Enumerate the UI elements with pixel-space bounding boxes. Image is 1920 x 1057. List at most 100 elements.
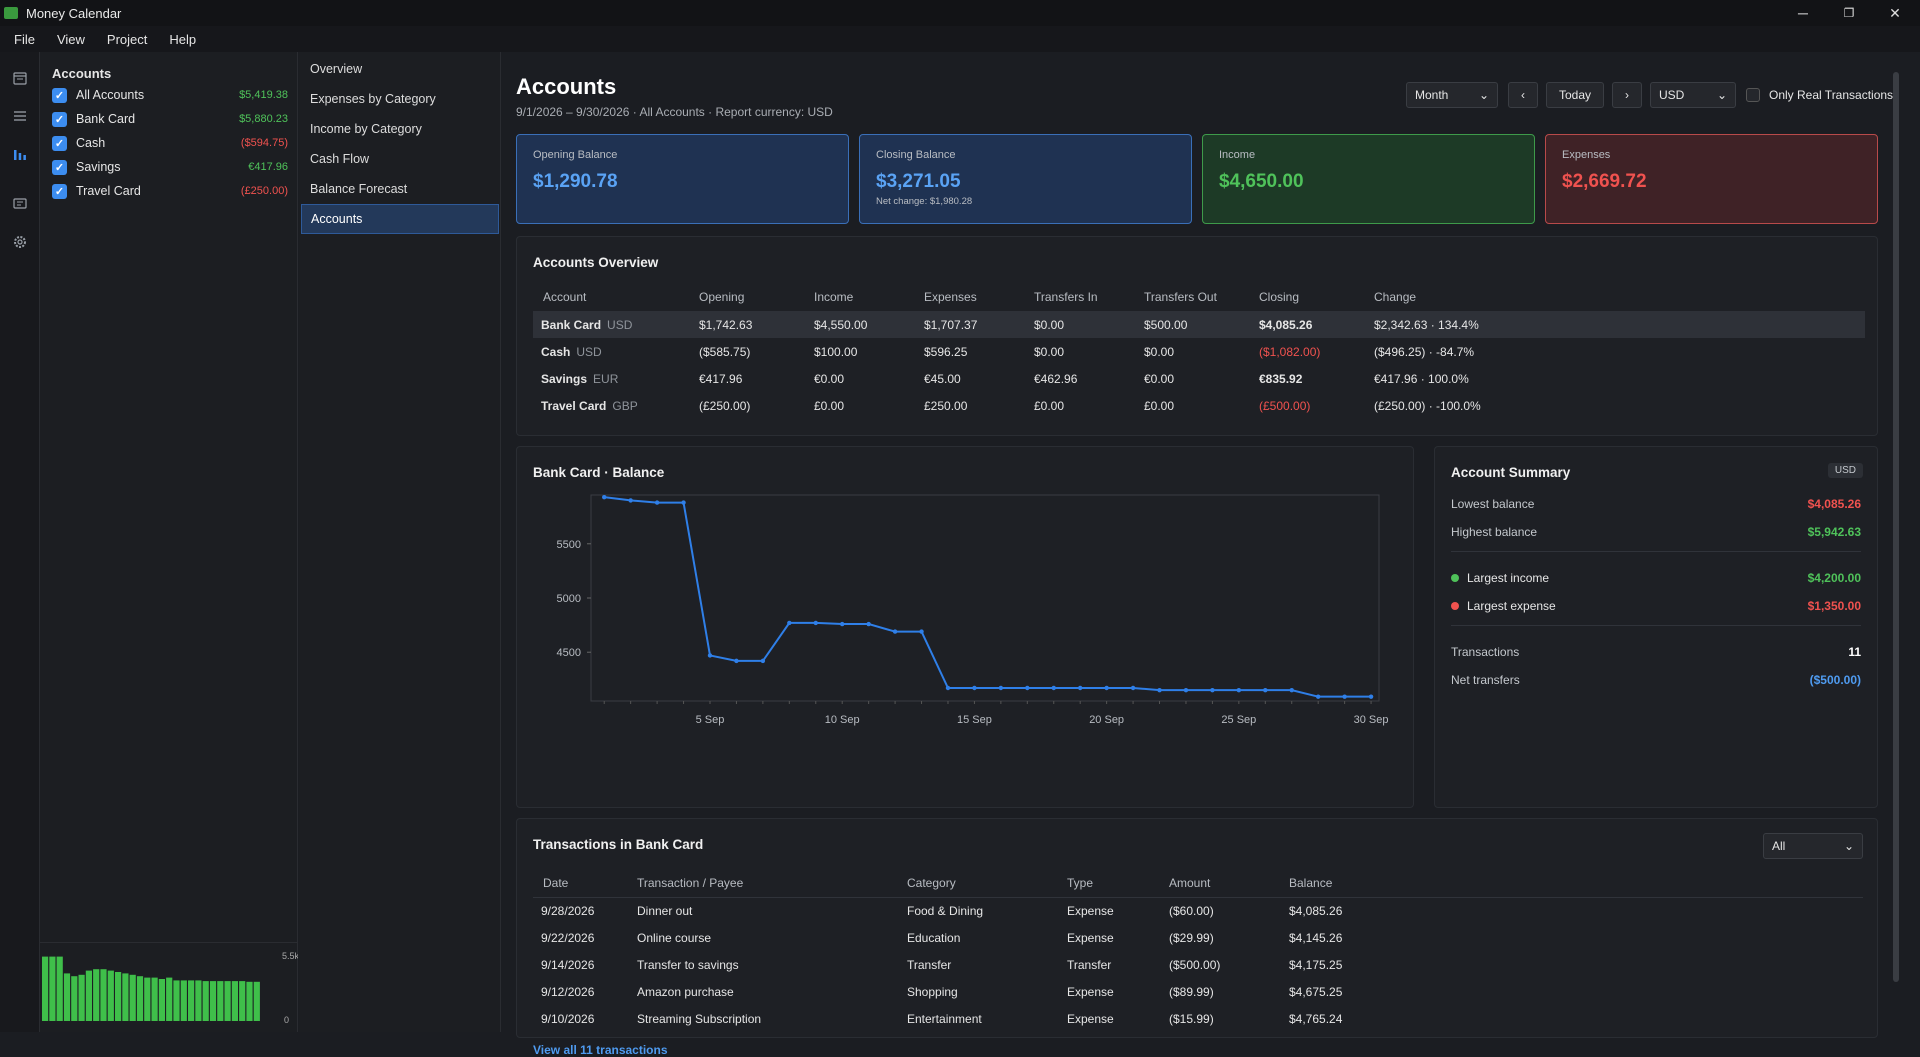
nav-expenses-by-category[interactable]: Expenses by Category bbox=[310, 92, 436, 106]
payee-cell: Transfer to savings bbox=[637, 957, 739, 972]
transaction-row[interactable]: 9/28/2026 Dinner out Food & Dining Expen… bbox=[533, 897, 1863, 924]
nav-accounts[interactable]: Accounts bbox=[301, 204, 499, 234]
account-name: Bank Card bbox=[76, 112, 136, 126]
transaction-row[interactable]: 9/12/2026 Amazon purchase Shopping Expen… bbox=[533, 978, 1863, 1005]
gear-icon[interactable] bbox=[10, 232, 30, 252]
transfers-in-cell: $0.00 bbox=[1034, 344, 1065, 359]
card-label: Closing Balance bbox=[876, 149, 956, 161]
view-all-transactions-link[interactable]: View all 11 transactions bbox=[533, 1043, 668, 1057]
checkbox-checked[interactable]: ✓ bbox=[52, 159, 67, 175]
balance-series-line bbox=[604, 496, 1372, 698]
card-note: Net change: $1,980.28 bbox=[876, 196, 973, 207]
maximize-button[interactable]: ❐ bbox=[1843, 6, 1855, 20]
x-tick-label: 15 Sep bbox=[957, 714, 992, 726]
transaction-row[interactable]: 9/22/2026 Online course Education Expens… bbox=[533, 924, 1863, 951]
chart-icon[interactable] bbox=[10, 144, 30, 164]
balance-chart-panel: Bank Card · Balance 4500 5000 5500 5 Sep 10 … bbox=[516, 446, 1414, 808]
period-select-value: Month bbox=[1415, 88, 1449, 102]
category-cell: Food & Dining bbox=[907, 903, 984, 918]
mini-balance-chart: 5.5k 0 bbox=[40, 942, 300, 1032]
payee-cell: Dinner out bbox=[637, 903, 693, 918]
account-name: Cash bbox=[76, 136, 106, 150]
transaction-filter-select[interactable]: All ⌄ bbox=[1763, 833, 1863, 859]
account-row-travel-card[interactable]: ✓ Travel Card (£250.00) bbox=[52, 180, 288, 202]
mini-chart-bar bbox=[173, 980, 180, 1021]
table-row[interactable]: Savings EUR €417.96 €0.00 €45.00 €462.96 … bbox=[533, 365, 1865, 392]
nav-balance-forecast[interactable]: Balance Forecast bbox=[310, 182, 408, 196]
currency-select-value: USD bbox=[1659, 88, 1685, 102]
opening-balance-card: Opening Balance $1,290.78 bbox=[516, 134, 849, 224]
mini-chart-bar bbox=[107, 970, 114, 1021]
mini-chart-bar bbox=[122, 973, 129, 1021]
account-row-bank-card[interactable]: ✓ Bank Card $5,880.23 bbox=[52, 108, 288, 130]
y-tick-label: 4500 bbox=[557, 647, 581, 659]
balance-data-point bbox=[840, 621, 845, 627]
income-cell: $100.00 bbox=[814, 344, 858, 359]
payee-cell: Online course bbox=[637, 930, 712, 945]
balance-data-point bbox=[945, 685, 951, 691]
balance-data-point bbox=[1289, 687, 1294, 693]
menu-view[interactable]: View bbox=[56, 31, 85, 47]
date-cell: 9/12/2026 bbox=[541, 984, 595, 999]
table-row[interactable]: Cash USD ($585.75) $100.00 $596.25 $0.00 … bbox=[533, 338, 1865, 365]
account-balance: €417.96 bbox=[248, 161, 288, 173]
x-tick-label: 5 Sep bbox=[696, 714, 725, 726]
summary-value: $4,085.26 bbox=[1807, 497, 1861, 511]
column-header: Type bbox=[1067, 875, 1094, 890]
currency-badge: USD bbox=[1827, 463, 1863, 478]
only-real-toggle[interactable]: Only Real Transactions bbox=[1746, 88, 1893, 102]
menu-file[interactable]: File bbox=[14, 31, 35, 47]
account-row-all-accounts[interactable]: ✓ All Accounts $5,419.38 bbox=[52, 84, 288, 106]
table-row[interactable]: Travel Card GBP (£250.00) £0.00 £250.00 £… bbox=[533, 392, 1865, 419]
nav-cash-flow[interactable]: Cash Flow bbox=[310, 152, 370, 166]
menu-project[interactable]: Project bbox=[106, 31, 148, 47]
accounts-overview-panel: Accounts Overview Account Opening Income… bbox=[516, 236, 1878, 436]
mini-chart-bar bbox=[56, 956, 63, 1021]
main-scrollbar[interactable] bbox=[1893, 72, 1899, 982]
icon-rail bbox=[0, 52, 40, 1032]
nav-income-by-category[interactable]: Income by Category bbox=[310, 122, 422, 136]
account-balance: (£250.00) bbox=[240, 185, 288, 197]
page-title: Accounts bbox=[516, 74, 617, 99]
amount-cell: ($60.00) bbox=[1169, 903, 1214, 918]
currency-select[interactable]: USD ⌄ bbox=[1650, 82, 1736, 108]
prev-period-button[interactable]: ‹ bbox=[1508, 82, 1538, 108]
mini-chart-bar bbox=[166, 977, 173, 1021]
table-row[interactable]: Bank Card USD $1,742.63 $4,550.00 $1,707.… bbox=[533, 311, 1865, 338]
balance-data-point bbox=[1157, 687, 1162, 693]
summary-label: Lowest balance bbox=[1451, 497, 1535, 511]
type-cell: Expense bbox=[1067, 930, 1114, 945]
account-row-savings[interactable]: ✓ Savings €417.96 bbox=[52, 156, 288, 178]
x-tick-label: 25 Sep bbox=[1221, 714, 1256, 726]
transaction-row[interactable]: 9/10/2026 Streaming Subscription Enterta… bbox=[533, 1005, 1863, 1032]
checkbox-unchecked[interactable] bbox=[1746, 88, 1760, 102]
expenses-cell: £250.00 bbox=[924, 398, 968, 413]
income-cell: £0.00 bbox=[814, 398, 845, 413]
checkbox-checked[interactable]: ✓ bbox=[52, 111, 67, 127]
list-icon[interactable] bbox=[10, 106, 30, 126]
balance-data-point bbox=[787, 620, 792, 626]
menu-help[interactable]: Help bbox=[169, 31, 197, 47]
account-name: Savings bbox=[76, 160, 121, 174]
message-icon[interactable] bbox=[10, 194, 30, 214]
period-select[interactable]: Month ⌄ bbox=[1406, 82, 1498, 108]
app-logo-icon bbox=[4, 7, 18, 19]
next-period-button[interactable]: › bbox=[1612, 82, 1642, 108]
column-header: Balance bbox=[1289, 875, 1333, 890]
balance-data-point bbox=[1025, 685, 1030, 691]
checkbox-checked[interactable]: ✓ bbox=[52, 87, 67, 103]
account-name: Savings bbox=[541, 371, 588, 386]
close-button[interactable]: ✕ bbox=[1889, 4, 1901, 21]
minimize-button[interactable]: ─ bbox=[1798, 5, 1808, 21]
calendar-icon[interactable] bbox=[10, 68, 30, 88]
y-tick-label: 5500 bbox=[557, 539, 581, 551]
transfers-out-cell: €0.00 bbox=[1144, 371, 1175, 386]
transaction-row[interactable]: 9/14/2026 Transfer to savings Transfer T… bbox=[533, 951, 1863, 978]
checkbox-checked[interactable]: ✓ bbox=[52, 135, 67, 151]
today-button[interactable]: Today bbox=[1546, 82, 1604, 108]
nav-overview[interactable]: Overview bbox=[310, 62, 363, 76]
closing-balance-card: Closing Balance $3,271.05 Net change: $1… bbox=[859, 134, 1192, 224]
checkbox-checked[interactable]: ✓ bbox=[52, 183, 67, 199]
account-row-cash[interactable]: ✓ Cash ($594.75) bbox=[52, 132, 288, 154]
date-cell: 9/22/2026 bbox=[541, 930, 595, 945]
